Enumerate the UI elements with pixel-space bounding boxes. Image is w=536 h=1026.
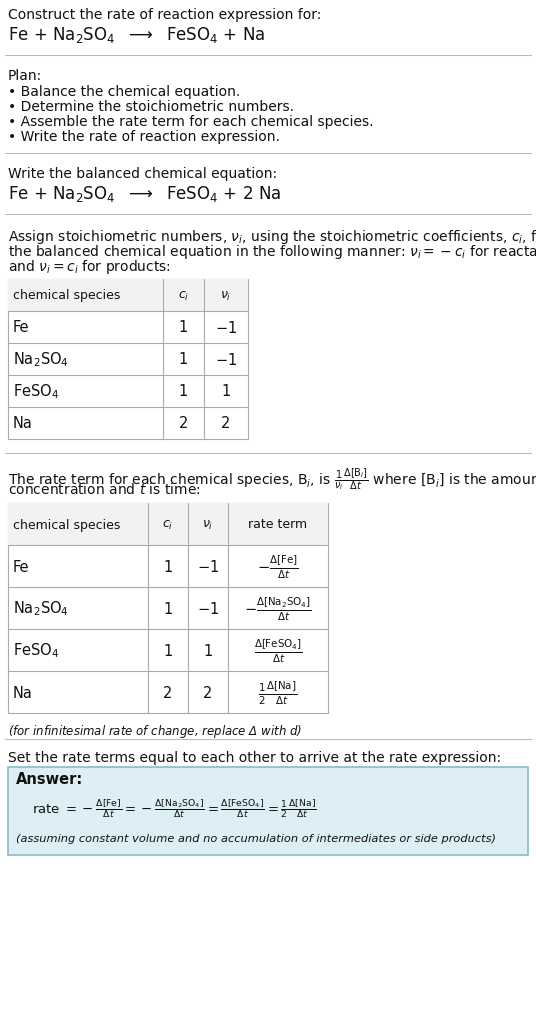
Text: 1: 1 [163, 601, 173, 617]
Text: 1: 1 [221, 385, 230, 399]
Text: chemical species: chemical species [13, 289, 121, 303]
Text: Na: Na [13, 417, 33, 432]
Text: 1: 1 [163, 559, 173, 575]
Text: and $\nu_i = c_i$ for products:: and $\nu_i = c_i$ for products: [8, 258, 171, 276]
Text: • Assemble the rate term for each chemical species.: • Assemble the rate term for each chemic… [8, 115, 374, 129]
Text: Fe: Fe [13, 320, 29, 336]
Bar [8, 503, 328, 545]
Text: (for infinitesimal rate of change, replace Δ with $d$): (for infinitesimal rate of change, repla… [8, 723, 302, 740]
Text: Na$_2$SO$_4$: Na$_2$SO$_4$ [13, 351, 69, 369]
Text: 2: 2 [179, 417, 188, 432]
Text: 2: 2 [163, 685, 173, 701]
Text: chemical species: chemical species [13, 518, 121, 531]
Text: • Write the rate of reaction expression.: • Write the rate of reaction expression. [8, 130, 280, 144]
Text: 2: 2 [221, 417, 230, 432]
Text: Fe + Na$_2$SO$_4$  $\longrightarrow$  FeSO$_4$ + Na: Fe + Na$_2$SO$_4$ $\longrightarrow$ FeSO… [8, 25, 265, 45]
Text: Na: Na [13, 685, 33, 701]
Text: • Determine the stoichiometric numbers.: • Determine the stoichiometric numbers. [8, 100, 294, 114]
Text: $\nu_i$: $\nu_i$ [202, 518, 214, 531]
Text: $\frac{1}{2}\frac{\Delta[\mathrm{Na}]}{\Delta t}$: $\frac{1}{2}\frac{\Delta[\mathrm{Na}]}{\… [258, 679, 297, 707]
Bar [8, 279, 248, 311]
Text: rate $= -\frac{\Delta[\mathrm{Fe}]}{\Delta t} = -\frac{\Delta[\mathrm{Na}_2\math: rate $= -\frac{\Delta[\mathrm{Fe}]}{\Del… [32, 797, 317, 821]
Text: $\nu_i$: $\nu_i$ [220, 289, 232, 303]
Text: 1: 1 [179, 320, 188, 336]
Text: 1: 1 [179, 385, 188, 399]
Text: Set the rate terms equal to each other to arrive at the rate expression:: Set the rate terms equal to each other t… [8, 751, 501, 765]
Bar [8, 279, 248, 439]
Text: $\frac{\Delta[\mathrm{FeSO}_4]}{\Delta t}$: $\frac{\Delta[\mathrm{FeSO}_4]}{\Delta t… [254, 637, 302, 665]
Text: $-1$: $-1$ [215, 320, 237, 336]
Text: rate term: rate term [249, 518, 308, 531]
Text: Write the balanced chemical equation:: Write the balanced chemical equation: [8, 167, 277, 181]
Text: (assuming constant volume and no accumulation of intermediates or side products): (assuming constant volume and no accumul… [16, 834, 496, 844]
Text: Fe + Na$_2$SO$_4$  $\longrightarrow$  FeSO$_4$ + 2 Na: Fe + Na$_2$SO$_4$ $\longrightarrow$ FeSO… [8, 184, 281, 204]
Text: $-1$: $-1$ [215, 352, 237, 368]
Bar [8, 767, 528, 855]
Text: the balanced chemical equation in the following manner: $\nu_i = -c_i$ for react: the balanced chemical equation in the fo… [8, 243, 536, 261]
Text: Answer:: Answer: [16, 772, 83, 787]
Text: 1: 1 [163, 643, 173, 659]
Text: FeSO$_4$: FeSO$_4$ [13, 641, 59, 661]
Text: 1: 1 [179, 353, 188, 367]
Text: Assign stoichiometric numbers, $\nu_i$, using the stoichiometric coefficients, $: Assign stoichiometric numbers, $\nu_i$, … [8, 228, 536, 246]
Text: concentration and $t$ is time:: concentration and $t$ is time: [8, 482, 200, 497]
Text: 2: 2 [203, 685, 213, 701]
Text: Fe: Fe [13, 559, 29, 575]
Text: Na$_2$SO$_4$: Na$_2$SO$_4$ [13, 599, 69, 619]
Text: • Balance the chemical equation.: • Balance the chemical equation. [8, 85, 240, 98]
Text: $-1$: $-1$ [197, 601, 219, 617]
Text: Construct the rate of reaction expression for:: Construct the rate of reaction expressio… [8, 8, 322, 22]
Text: $c_i$: $c_i$ [178, 289, 189, 303]
Text: $-\frac{\Delta[\mathrm{Na}_2\mathrm{SO}_4]}{\Delta t}$: $-\frac{\Delta[\mathrm{Na}_2\mathrm{SO}_… [244, 595, 312, 623]
Text: $-\frac{\Delta[\mathrm{Fe}]}{\Delta t}$: $-\frac{\Delta[\mathrm{Fe}]}{\Delta t}$ [257, 553, 299, 581]
Text: $-1$: $-1$ [197, 559, 219, 575]
Bar [8, 503, 328, 713]
Text: $c_i$: $c_i$ [162, 518, 174, 531]
Text: The rate term for each chemical species, B$_i$, is $\frac{1}{\nu_i}\frac{\Delta[: The rate term for each chemical species,… [8, 467, 536, 494]
Text: 1: 1 [203, 643, 213, 659]
Text: FeSO$_4$: FeSO$_4$ [13, 383, 59, 401]
Text: Plan:: Plan: [8, 69, 42, 83]
